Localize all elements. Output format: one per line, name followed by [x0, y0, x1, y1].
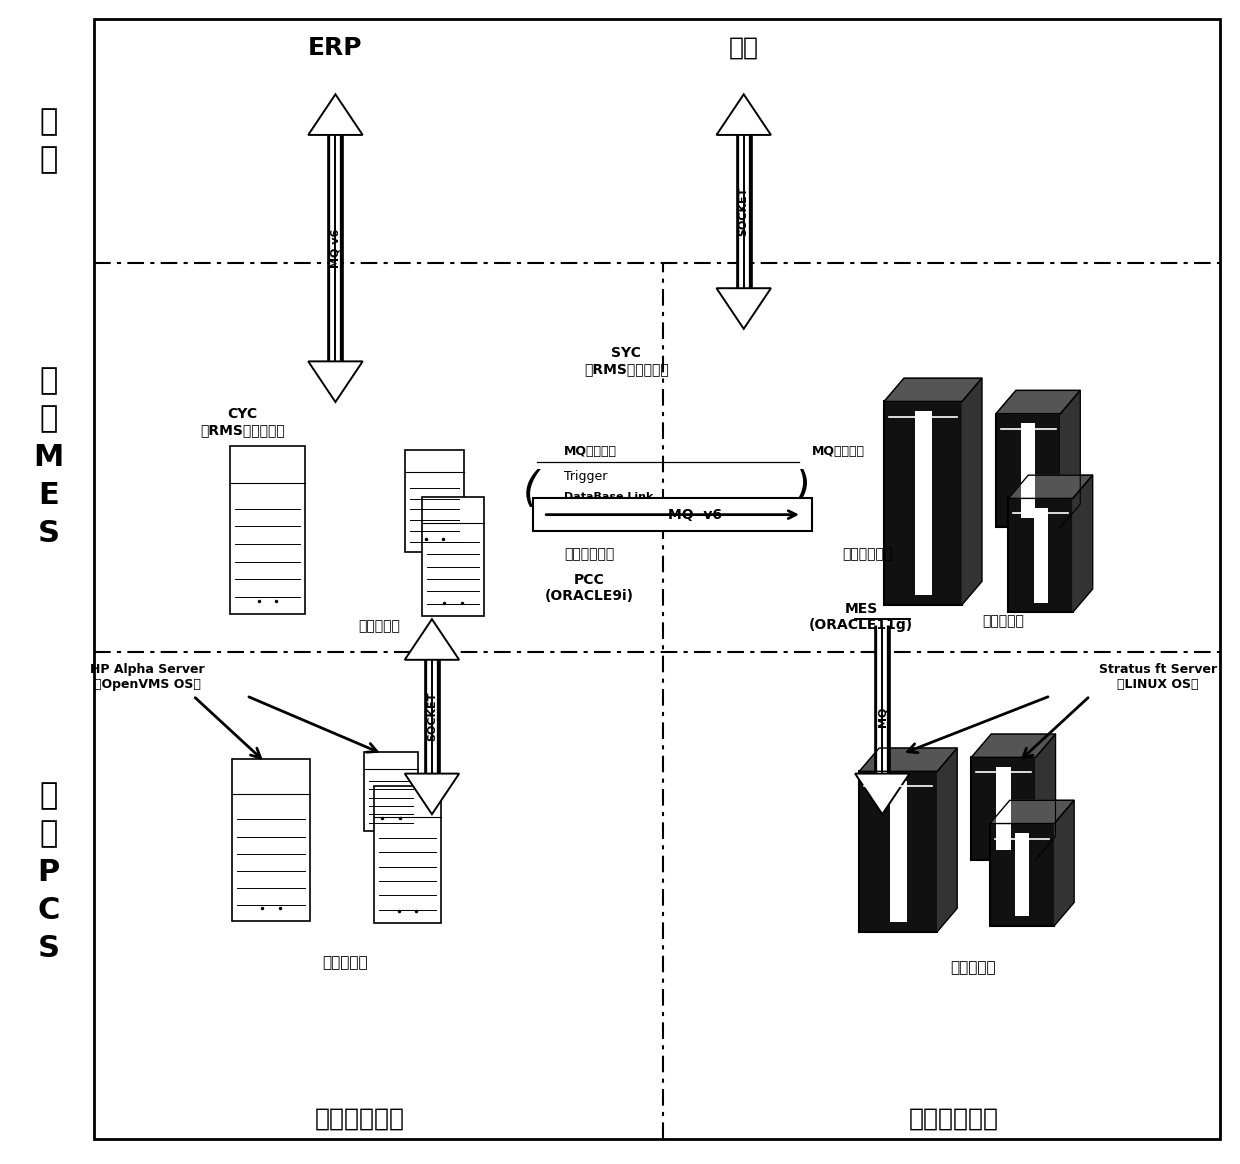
Text: HP Alpha Server
（OpenVMS OS）: HP Alpha Server （OpenVMS OS）	[91, 663, 205, 691]
Polygon shape	[856, 774, 909, 815]
Text: 离线调试环境: 离线调试环境	[909, 1107, 999, 1130]
Text: Stratus ft Server
（LINUX OS）: Stratus ft Server （LINUX OS）	[1099, 663, 1218, 691]
FancyBboxPatch shape	[404, 449, 464, 552]
Text: 二级服务器: 二级服务器	[950, 960, 996, 975]
Polygon shape	[404, 774, 459, 815]
Text: 热
轧
P
C
S: 热 轧 P C S	[37, 781, 60, 963]
Text: MQ接收通道: MQ接收通道	[812, 446, 864, 459]
Polygon shape	[971, 734, 1055, 758]
Text: 数据转发系统: 数据转发系统	[564, 547, 614, 561]
FancyBboxPatch shape	[1034, 508, 1048, 603]
FancyBboxPatch shape	[1008, 498, 1073, 612]
Polygon shape	[884, 378, 982, 402]
Text: CYC
（RMS文件系统）: CYC （RMS文件系统）	[201, 406, 285, 436]
Text: 炼锂: 炼锂	[729, 36, 759, 59]
Text: SOCKET: SOCKET	[427, 693, 436, 741]
Polygon shape	[309, 361, 362, 402]
Polygon shape	[1073, 475, 1092, 612]
Text: MQ v6: MQ v6	[330, 228, 341, 268]
Polygon shape	[309, 94, 362, 135]
Text: 三级服务器: 三级服务器	[358, 619, 399, 633]
Text: DataBase Link: DataBase Link	[564, 492, 653, 502]
Text: (: (	[523, 469, 539, 511]
Polygon shape	[717, 94, 771, 135]
Polygon shape	[1060, 390, 1080, 527]
FancyBboxPatch shape	[890, 781, 906, 922]
FancyBboxPatch shape	[1016, 832, 1029, 916]
Text: MQ  v6: MQ v6	[668, 508, 722, 521]
Text: 二级服务器: 二级服务器	[322, 956, 368, 971]
Text: MQ发送通道: MQ发送通道	[564, 446, 618, 459]
FancyBboxPatch shape	[996, 413, 1060, 527]
FancyBboxPatch shape	[231, 446, 305, 613]
Text: 三级服务器: 三级服务器	[982, 615, 1024, 629]
Text: 数据接收系统: 数据接收系统	[842, 547, 893, 561]
Polygon shape	[1035, 734, 1055, 859]
Polygon shape	[937, 748, 957, 931]
FancyBboxPatch shape	[990, 824, 1054, 925]
Text: 外
围: 外 围	[40, 107, 57, 175]
Text: 在线生产环境: 在线生产环境	[315, 1107, 405, 1130]
FancyBboxPatch shape	[915, 411, 931, 595]
Text: 热
轧
M
E
S: 热 轧 M E S	[33, 367, 63, 548]
Text: Trigger: Trigger	[564, 470, 608, 483]
FancyBboxPatch shape	[997, 767, 1011, 850]
FancyBboxPatch shape	[1022, 423, 1035, 518]
Polygon shape	[859, 748, 957, 772]
Text: PCC
(ORACLE9i): PCC (ORACLE9i)	[544, 573, 634, 603]
Polygon shape	[404, 619, 459, 660]
Text: SOCKET: SOCKET	[739, 187, 749, 236]
Polygon shape	[717, 289, 771, 329]
FancyBboxPatch shape	[884, 402, 962, 604]
Text: ): )	[795, 469, 811, 511]
Polygon shape	[1054, 801, 1074, 925]
Text: ERP: ERP	[309, 36, 362, 59]
Polygon shape	[996, 390, 1080, 413]
FancyBboxPatch shape	[232, 759, 310, 921]
FancyBboxPatch shape	[859, 772, 937, 931]
Text: MQ: MQ	[877, 707, 888, 726]
Text: MES
(ORACLE11g): MES (ORACLE11g)	[810, 602, 914, 632]
Polygon shape	[1008, 475, 1092, 498]
FancyBboxPatch shape	[971, 758, 1035, 859]
Text: SYC
（RMS文件系统）: SYC （RMS文件系统）	[584, 346, 668, 376]
FancyBboxPatch shape	[363, 752, 418, 830]
FancyBboxPatch shape	[373, 787, 440, 923]
FancyBboxPatch shape	[422, 497, 484, 616]
Polygon shape	[962, 378, 982, 604]
Polygon shape	[990, 801, 1074, 824]
FancyBboxPatch shape	[533, 498, 812, 531]
